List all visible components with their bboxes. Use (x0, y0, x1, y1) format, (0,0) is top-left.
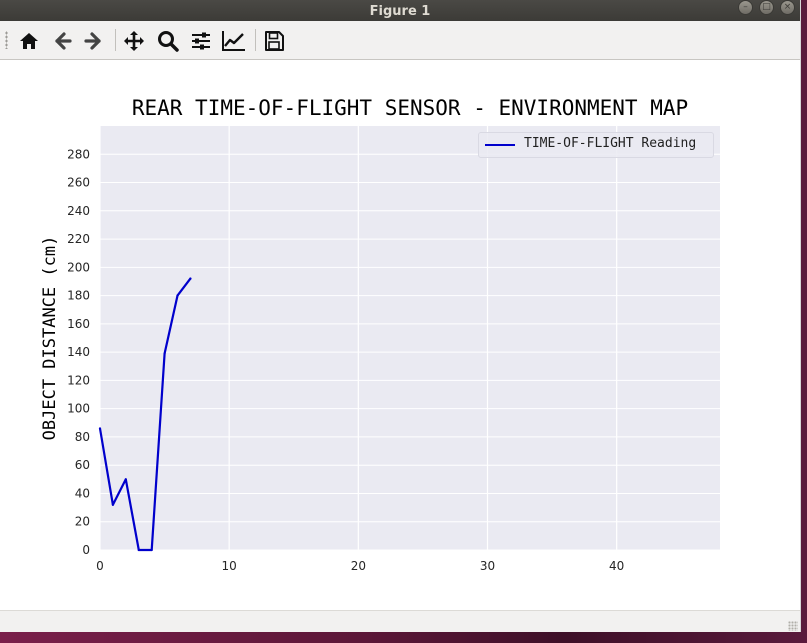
x-tick-label: 30 (480, 559, 495, 573)
navigation-toolbar (0, 21, 800, 60)
save-icon (265, 31, 284, 51)
save-button[interactable] (261, 28, 287, 54)
y-tick-label: 40 (75, 486, 90, 500)
window-title: Figure 1 (369, 4, 431, 19)
pan-button[interactable] (121, 28, 147, 54)
toolbar-separator (115, 29, 116, 51)
toolbar-grip[interactable] (5, 31, 8, 49)
title-bar: Figure 1 – □ × (0, 0, 800, 21)
data-point (150, 548, 153, 552)
y-tick-label: 20 (75, 515, 90, 529)
y-tick-label: 140 (67, 345, 90, 359)
plot-background (100, 126, 720, 550)
zoom-button[interactable] (155, 28, 181, 54)
x-tick-label: 10 (222, 559, 237, 573)
forward-button[interactable] (81, 28, 107, 54)
plot-area[interactable]: 0 20 40 60 80 100 120 140 160 180 200 220 240 260 280 0… (0, 0, 800, 610)
x-tick-label: 20 (351, 559, 366, 573)
y-tick-label: 120 (67, 373, 90, 387)
status-bar (0, 610, 800, 632)
home-icon (20, 33, 38, 49)
x-tick-label: 0 (96, 559, 104, 573)
resize-grip[interactable] (788, 621, 798, 631)
data-point (163, 352, 166, 355)
zoom-magnifier-icon (158, 31, 179, 52)
legend-line-swatch (485, 144, 515, 146)
y-tick-label: 220 (67, 232, 90, 246)
data-point (111, 503, 115, 506)
data-point (98, 427, 102, 430)
legend-label: TIME-OF-FLIGHT Reading (524, 136, 697, 151)
data-point (189, 277, 192, 280)
y-tick-label: 260 (67, 176, 90, 190)
data-point (176, 294, 179, 297)
series-line (98, 277, 192, 552)
series-lines (98, 277, 192, 552)
home-button[interactable] (16, 28, 42, 54)
close-button[interactable]: × (780, 0, 795, 15)
data-point (124, 478, 127, 481)
back-arrow-icon (55, 32, 72, 50)
edit-axis-button[interactable] (221, 28, 247, 54)
configure-subplots-button[interactable] (188, 28, 214, 54)
maximize-button[interactable]: □ (759, 0, 774, 15)
y-tick-label: 240 (67, 204, 90, 218)
configure-subplots-icon (192, 32, 210, 50)
grid-lines (99, 126, 720, 551)
back-button[interactable] (49, 28, 75, 54)
y-tick-label: 0 (82, 543, 90, 557)
toolbar-separator (255, 29, 256, 51)
y-tick-label: 80 (75, 430, 90, 444)
forward-arrow-icon (84, 32, 101, 50)
y-tick-label: 200 (67, 260, 90, 274)
tick-labels: 0 20 40 60 80 100 120 140 160 180 200 220 240 260 280 0… (67, 147, 624, 573)
chart-title: REAR TIME-OF-FLIGHT SENSOR - ENVIRONMENT… (131, 96, 689, 120)
figure-window: Figure 1 – □ × (0, 0, 801, 632)
data-point (137, 548, 140, 552)
y-tick-label: 60 (75, 458, 90, 472)
x-tick-label: 40 (609, 559, 624, 573)
y-tick-label: 160 (67, 317, 90, 331)
minimize-button[interactable]: – (738, 0, 753, 15)
legend: TIME-OF-FLIGHT Reading (478, 132, 714, 158)
pan-move-icon (124, 31, 144, 51)
y-tick-label: 100 (67, 402, 90, 416)
edit-axis-icon (222, 31, 245, 51)
y-tick-label: 280 (67, 147, 90, 161)
y-tick-label: 180 (67, 289, 90, 303)
